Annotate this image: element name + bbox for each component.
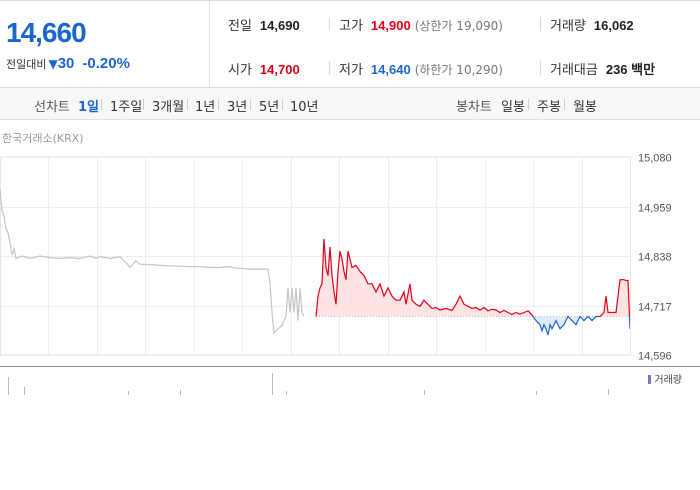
stat-value: 16,062 <box>593 18 634 33</box>
tab-weekly[interactable]: 주봉 <box>537 100 561 115</box>
volume-legend-label: 거래량 <box>654 375 682 386</box>
price-chart: 15,080 14,959 14,838 14,717 14,596 <box>0 153 700 395</box>
tab-1d[interactable]: 1일 <box>78 100 100 115</box>
y-tick-label: 15,080 <box>638 153 672 165</box>
volume-legend: 거래량 <box>648 371 682 386</box>
series-line-previous <box>0 189 305 335</box>
divider <box>143 99 144 110</box>
candle-chart-title: 봉차트 <box>456 100 492 115</box>
divider <box>218 99 219 110</box>
change-value: 30 <box>57 55 75 72</box>
stat-value: 14,690 <box>259 18 300 33</box>
series-area-up <box>316 238 630 317</box>
price-box: 14,660 전일대비 ▼30 -0.20% <box>0 1 210 88</box>
current-price: 14,660 <box>6 17 87 48</box>
stat-label: 거래량 <box>550 19 586 34</box>
volume-swatch <box>648 375 652 384</box>
lower-limit: (하한가 10,290) <box>414 63 503 77</box>
divider <box>187 99 188 110</box>
series-area-down <box>533 316 630 335</box>
change-rate: -0.20% <box>82 55 130 72</box>
stat-value: 236 백만 <box>605 62 656 77</box>
tab-10y[interactable]: 10년 <box>290 100 319 115</box>
tab-monthly[interactable]: 월봉 <box>573 100 597 115</box>
divider <box>540 61 541 75</box>
stat-label: 시가 <box>228 63 252 78</box>
y-tick-label: 14,717 <box>638 302 672 314</box>
stat-label: 저가 <box>339 63 363 78</box>
stat-value: 14,700 <box>259 62 300 77</box>
tab-1y[interactable]: 1년 <box>195 100 216 115</box>
change-row: 전일대비 ▼30 -0.20% <box>6 55 130 72</box>
quote-summary: 14,660 전일대비 ▼30 -0.20% 전일 14,690 고가 14,900 (상… <box>0 0 700 88</box>
line-chart-title: 선차트 <box>34 100 70 115</box>
tab-5y[interactable]: 5년 <box>259 100 280 115</box>
y-tick-label: 14,838 <box>638 252 672 264</box>
y-tick-label: 14,959 <box>638 203 672 215</box>
stat-volume: 거래량 16,062 <box>550 15 634 34</box>
tab-3m[interactable]: 3개월 <box>152 100 185 115</box>
stat-low: 저가 14,640 (하한가 10,290) <box>339 59 503 78</box>
divider <box>540 17 541 31</box>
chart-tabbar: 선차트 1일 1주일 3개월 1년 3년 5년 10년 봉차트 일봉 주봉 월봉 <box>0 88 700 120</box>
stat-amount: 거래대금 236 백만 <box>550 59 655 78</box>
divider <box>329 61 330 75</box>
divider <box>282 99 283 110</box>
tab-daily[interactable]: 일봉 <box>501 100 525 115</box>
divider <box>564 99 565 110</box>
stat-label: 고가 <box>339 19 363 34</box>
change-label: 전일대비 <box>6 58 47 71</box>
series-line-up <box>315 238 630 317</box>
tab-1w[interactable]: 1주일 <box>110 100 143 115</box>
tab-3y[interactable]: 3년 <box>227 100 248 115</box>
divider <box>101 99 102 110</box>
divider <box>528 99 529 110</box>
down-triangle-icon: ▼ <box>48 57 58 71</box>
upper-limit: (상한가 19,090) <box>414 19 503 33</box>
stat-prev-close: 전일 14,690 <box>228 15 300 34</box>
stat-value: 14,900 <box>370 18 411 33</box>
stat-label: 전일 <box>228 19 252 34</box>
divider <box>250 99 251 110</box>
stat-label: 거래대금 <box>550 63 598 78</box>
stat-high: 고가 14,900 (상한가 19,090) <box>339 15 503 34</box>
data-source: 한국거래소(KRX) <box>2 132 84 145</box>
stat-open: 시가 14,700 <box>228 59 300 78</box>
stat-value: 14,640 <box>370 62 411 77</box>
y-tick-label: 14,596 <box>638 351 672 363</box>
series-line-down <box>316 316 630 336</box>
divider <box>329 17 330 31</box>
